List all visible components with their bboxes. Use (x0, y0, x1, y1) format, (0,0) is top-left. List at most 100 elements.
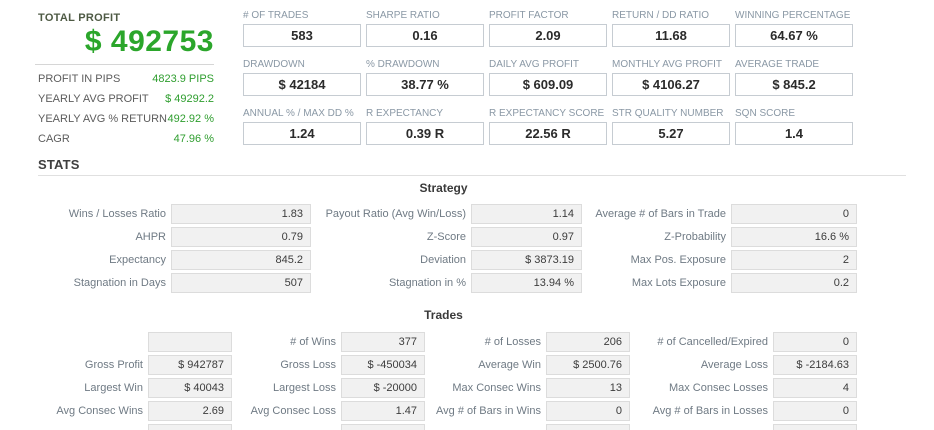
metric-str-quality-number: STR QUALITY NUMBER 5.27 (612, 108, 730, 145)
stat-value-box: $ -20000 (341, 378, 425, 398)
metric-label: STR QUALITY NUMBER (612, 108, 724, 119)
stat-value-box: 845.2 (171, 250, 311, 270)
stat-value-box: 0 (546, 401, 630, 421)
stat-z-score: Z-Score 0.97 (315, 227, 582, 247)
stat-value-box: $ -2184.63 (773, 355, 857, 375)
summary-label: PROFIT IN PIPS (38, 73, 121, 85)
stat-label: Max Consec Wins (452, 382, 541, 394)
metric-value-box: 22.56 R (489, 122, 607, 145)
trades-grid: # of Wins 377 # of Losses 206 # of Cance… (30, 332, 857, 430)
trade-stat-average-loss: Average Loss $ -2184.63 (634, 355, 857, 375)
stat-value-box: 0.79 (171, 227, 311, 247)
stat-label: Z-Score (426, 231, 466, 243)
stat-label: Expectancy (109, 254, 166, 266)
trade-stat-cropped-row-cell (429, 424, 630, 430)
stat-label: Deviation (420, 254, 466, 266)
stat-label: Avg # of Bars in Wins (436, 405, 541, 417)
total-profit-panel: TOTAL PROFIT $ 492753 PROFIT IN PIPS 482… (35, 12, 214, 149)
stat-label: AHPR (135, 231, 166, 243)
metric-value-box: 38.77 % (366, 73, 484, 96)
stat-value-box: 0 (773, 401, 857, 421)
stat-value-box: 206 (546, 332, 630, 352)
stat-expectancy: Expectancy 845.2 (30, 250, 311, 270)
trade-stat-gross-profit: Gross Profit $ 942787 (30, 355, 232, 375)
stat-value-box: 13.94 % (471, 273, 582, 293)
stat-z-probability: Z-Probability 16.6 % (586, 227, 857, 247)
metric-r-expectancy: R EXPECTANCY 0.39 R (366, 108, 484, 145)
stat-deviation: Deviation $ 3873.19 (315, 250, 582, 270)
stat-value-box: 377 (341, 332, 425, 352)
stat-label: Average Loss (700, 359, 768, 371)
metric-value-box: $ 845.2 (735, 73, 853, 96)
metric-label: # OF TRADES (243, 10, 309, 21)
metric-value-box: 5.27 (612, 122, 730, 145)
metric-value-box: 64.67 % (735, 24, 853, 47)
stat-value-box (773, 424, 857, 430)
metric-label: DRAWDOWN (243, 59, 305, 70)
trade-stat-num-cancelled-expired: # of Cancelled/Expired 0 (634, 332, 857, 352)
stat-stagnation-percent: Stagnation in % 13.94 % (315, 273, 582, 293)
summary-label: CAGR (38, 133, 70, 145)
metric-average-trade: AVERAGE TRADE $ 845.2 (735, 59, 853, 96)
metric-label: DAILY AVG PROFIT (489, 59, 580, 70)
divider (35, 64, 214, 65)
summary-row-cagr: CAGR 47.96 % (38, 129, 214, 149)
summary-row-yearly-avg-profit: YEARLY AVG PROFIT $ 49292.2 (38, 89, 214, 109)
metric-value-box: 11.68 (612, 24, 730, 47)
stat-value-box (546, 424, 630, 430)
summary-value: $ 49292.2 (165, 93, 214, 105)
trade-stat-cropped-row-cell (236, 424, 425, 430)
trade-stat-empty (30, 332, 232, 352)
metric-value-box: 0.39 R (366, 122, 484, 145)
stat-label: Gross Loss (280, 359, 336, 371)
metric-value-box: 1.4 (735, 122, 853, 145)
stat-wins-losses-ratio: Wins / Losses Ratio 1.83 (30, 204, 311, 224)
stat-label: Avg Consec Wins (56, 405, 143, 417)
stat-value-box: 16.6 % (731, 227, 857, 247)
stat-value-box: 0.2 (731, 273, 857, 293)
stat-value-box: $ 942787 (148, 355, 232, 375)
stat-label: Gross Profit (84, 359, 143, 371)
summary-row-profit-in-pips: PROFIT IN PIPS 4823.9 PIPS (38, 69, 214, 89)
trade-stat-max-consec-losses: Max Consec Losses 4 (634, 378, 857, 398)
summary-label: YEARLY AVG PROFIT (38, 93, 149, 105)
trades-section-title: Trades (424, 308, 463, 322)
stat-label: Average # of Bars in Trade (595, 208, 726, 220)
stat-label: # of Losses (484, 336, 541, 348)
total-profit-label: TOTAL PROFIT (38, 12, 121, 24)
stat-value-box: 1.14 (471, 204, 582, 224)
strategy-grid: Wins / Losses Ratio 1.83 Payout Ratio (A… (30, 204, 857, 293)
total-profit-value: $ 492753 (84, 25, 214, 58)
metric-pct-drawdown: % DRAWDOWN 38.77 % (366, 59, 484, 96)
metric-label: AVERAGE TRADE (735, 59, 820, 70)
metric-winning-percentage: WINNING PERCENTAGE 64.67 % (735, 10, 853, 47)
metric-drawdown: DRAWDOWN $ 42184 (243, 59, 361, 96)
stat-label: Largest Win (84, 382, 143, 394)
stat-label: Z-Probability (664, 231, 726, 243)
metric-value-box: $ 609.09 (489, 73, 607, 96)
summary-value: 492.92 % (167, 113, 214, 125)
stat-value-box: 13 (546, 378, 630, 398)
metric-value-box: $ 4106.27 (612, 73, 730, 96)
stat-payout-ratio: Payout Ratio (Avg Win/Loss) 1.14 (315, 204, 582, 224)
stat-label: Stagnation in Days (73, 277, 166, 289)
metric-value-box: 1.24 (243, 122, 361, 145)
metric-value-box: $ 42184 (243, 73, 361, 96)
summary-row-yearly-avg-return: YEARLY AVG % RETURN 492.92 % (38, 109, 214, 129)
stat-value-box: $ 2500.76 (546, 355, 630, 375)
summary-label: YEARLY AVG % RETURN (38, 113, 167, 125)
stat-label: Max Pos. Exposure (630, 254, 726, 266)
stat-value-box: 0 (773, 332, 857, 352)
metric-num-trades: # OF TRADES 583 (243, 10, 361, 47)
metric-profit-factor: PROFIT FACTOR 2.09 (489, 10, 607, 47)
stat-max-pos-exposure: Max Pos. Exposure 2 (586, 250, 857, 270)
metric-label: R EXPECTANCY SCORE (489, 108, 605, 119)
summary-value: 47.96 % (173, 133, 214, 145)
stat-label: Stagnation in % (388, 277, 466, 289)
stat-avg-bars-in-trade: Average # of Bars in Trade 0 (586, 204, 857, 224)
trade-stat-num-losses: # of Losses 206 (429, 332, 630, 352)
stat-value-box (148, 332, 232, 352)
stat-value-box: 1.47 (341, 401, 425, 421)
stat-value-box: 507 (171, 273, 311, 293)
trade-stat-average-win: Average Win $ 2500.76 (429, 355, 630, 375)
